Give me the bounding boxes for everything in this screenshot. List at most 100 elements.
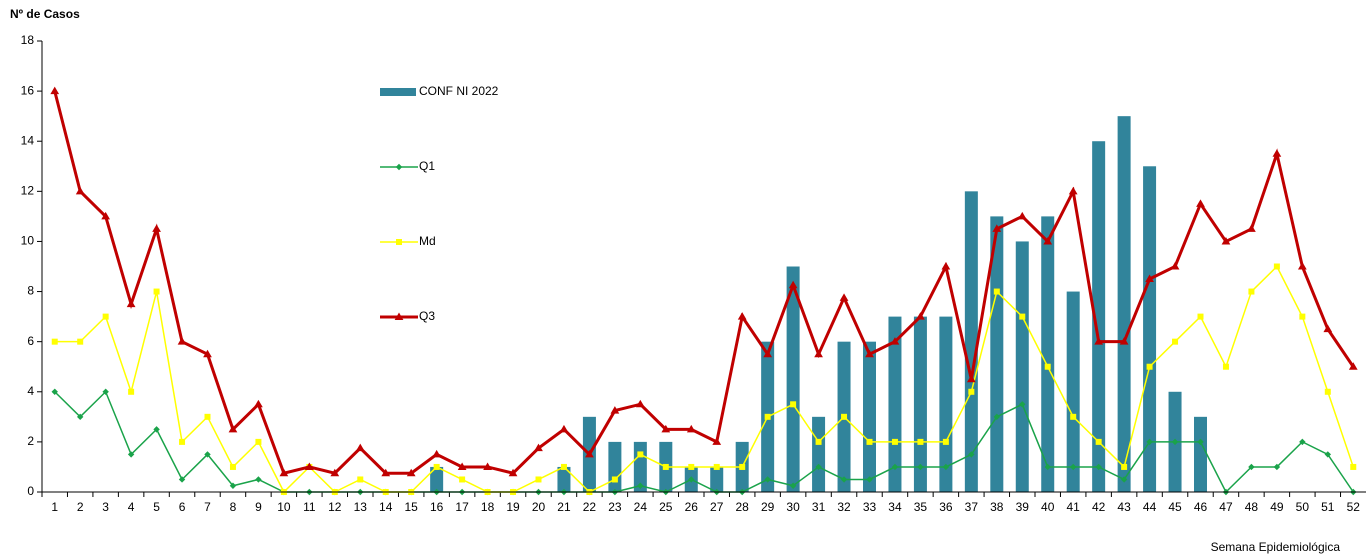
point <box>127 451 135 458</box>
x-tick-label: 46 <box>1194 500 1208 514</box>
x-tick-label: 23 <box>608 500 622 514</box>
point <box>560 463 567 470</box>
point <box>76 413 84 421</box>
bar <box>1117 116 1131 493</box>
y-tick-label: 8 <box>27 284 34 298</box>
x-tick-label: 18 <box>481 500 495 514</box>
bar <box>1194 416 1207 492</box>
point <box>610 406 620 414</box>
point <box>534 443 543 452</box>
legend-label: CONF NI 2022 <box>419 84 499 98</box>
x-tick-label: 37 <box>965 500 979 514</box>
x-tick-label: 47 <box>1219 500 1233 514</box>
bar <box>990 216 1004 492</box>
x-tick-label: 15 <box>405 500 419 514</box>
point <box>433 463 440 470</box>
point <box>891 463 899 471</box>
point <box>713 463 720 470</box>
point <box>279 468 289 477</box>
bar <box>913 316 927 492</box>
point <box>764 476 771 483</box>
point <box>661 424 671 433</box>
legend-marker <box>396 239 402 245</box>
point <box>789 482 797 489</box>
point <box>968 451 975 458</box>
point <box>966 374 976 383</box>
point <box>865 349 874 358</box>
point <box>1095 438 1102 445</box>
x-tick-label: 1 <box>51 500 58 514</box>
x-tick-label: 43 <box>1117 500 1131 514</box>
x-tick-label: 7 <box>204 500 211 514</box>
bar <box>964 191 978 493</box>
point <box>942 463 950 471</box>
point <box>204 451 211 458</box>
x-tick-label: 44 <box>1143 500 1157 514</box>
bar <box>1015 241 1029 492</box>
point <box>611 476 618 483</box>
point <box>1299 438 1306 446</box>
bar <box>812 416 826 492</box>
point <box>229 482 237 489</box>
point <box>993 413 1001 421</box>
x-tick-label: 17 <box>455 500 469 514</box>
point <box>457 462 467 470</box>
line-md <box>54 265 1354 494</box>
x-tick-label: 14 <box>379 500 393 514</box>
bar <box>1143 166 1157 492</box>
point <box>535 476 542 483</box>
point <box>128 388 135 395</box>
point <box>432 449 442 458</box>
x-tick-label: 42 <box>1092 500 1106 514</box>
bar <box>1041 216 1055 492</box>
point <box>1145 274 1154 283</box>
legend-swatch <box>380 88 416 96</box>
y-tick-label: 2 <box>27 434 34 448</box>
point <box>126 299 136 308</box>
point <box>559 424 569 433</box>
point <box>406 468 416 477</box>
point <box>841 413 848 420</box>
point <box>177 337 187 345</box>
x-tick-label: 10 <box>277 500 291 514</box>
point <box>179 438 186 445</box>
point <box>1146 363 1153 370</box>
y-tick-label: 16 <box>21 83 35 97</box>
point <box>1273 263 1280 270</box>
point <box>1068 186 1078 195</box>
point <box>1095 463 1102 471</box>
point <box>1070 413 1077 420</box>
x-tick-label: 39 <box>1016 500 1030 514</box>
point <box>1121 463 1128 470</box>
point <box>304 462 314 470</box>
x-tick-label: 40 <box>1041 500 1055 514</box>
x-tick-label: 19 <box>506 500 520 514</box>
y-tick-label: 10 <box>21 234 35 248</box>
point <box>153 288 160 295</box>
point <box>814 349 823 358</box>
point <box>840 476 848 483</box>
bar <box>888 316 902 492</box>
point <box>1324 388 1331 395</box>
point <box>1297 262 1307 270</box>
point <box>1017 211 1027 220</box>
x-tick-label: 41 <box>1067 500 1081 514</box>
point <box>1196 199 1205 207</box>
point <box>1146 438 1153 446</box>
legend-marker <box>395 163 403 171</box>
point <box>229 463 236 470</box>
y-tick-label: 18 <box>21 33 35 47</box>
point <box>102 388 109 395</box>
point <box>585 449 594 458</box>
point <box>50 86 60 95</box>
y-tick-label: 14 <box>21 133 35 147</box>
point <box>1273 463 1281 471</box>
point <box>890 337 900 345</box>
point <box>1043 236 1053 245</box>
x-tick-label: 32 <box>837 500 851 514</box>
point <box>1094 337 1104 345</box>
point <box>1348 362 1358 370</box>
point <box>739 463 746 470</box>
x-tick-label: 24 <box>634 500 648 514</box>
point <box>1324 451 1332 458</box>
